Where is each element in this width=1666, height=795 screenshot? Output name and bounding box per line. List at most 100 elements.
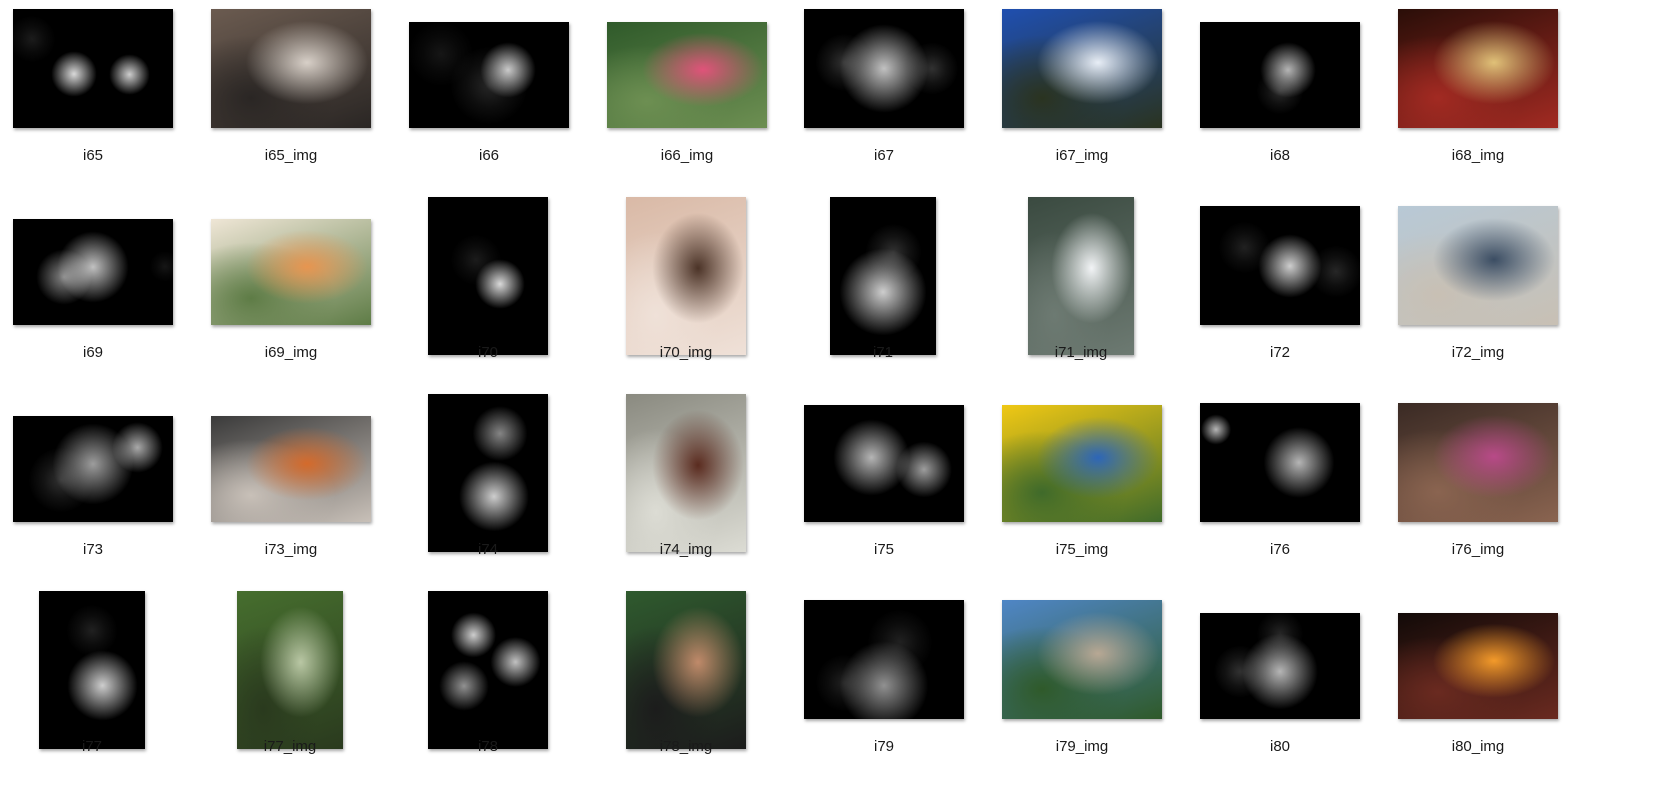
file-name-label: i71 bbox=[872, 344, 894, 361]
file-name-label: i75 bbox=[873, 541, 895, 558]
file-item[interactable]: i65_img bbox=[210, 0, 420, 197]
photo-image bbox=[626, 197, 746, 355]
photo-image bbox=[211, 219, 371, 325]
file-item[interactable]: i76 bbox=[1199, 394, 1409, 591]
file-item[interactable]: i75_img bbox=[1001, 394, 1211, 591]
heatmap-thumbnail[interactable] bbox=[39, 591, 145, 749]
saliency-blob bbox=[112, 422, 164, 474]
file-item[interactable]: i69 bbox=[12, 197, 222, 394]
heatmap-thumbnail[interactable] bbox=[804, 9, 964, 128]
file-name-label: i78_img bbox=[659, 738, 713, 755]
photo-thumbnail[interactable] bbox=[237, 591, 343, 749]
saliency-blob bbox=[67, 650, 138, 722]
photo-thumbnail[interactable] bbox=[626, 591, 746, 749]
heatmap-thumbnail[interactable] bbox=[428, 197, 548, 355]
file-item[interactable]: i74_img bbox=[606, 394, 816, 591]
file-name-label: i77_img bbox=[263, 738, 317, 755]
heatmap-thumbnail[interactable] bbox=[409, 22, 569, 128]
file-item[interactable]: i71_img bbox=[1001, 197, 1211, 394]
file-item[interactable]: i80 bbox=[1199, 591, 1409, 788]
file-name-label: i66 bbox=[478, 147, 500, 164]
file-item[interactable]: i75 bbox=[803, 394, 1013, 591]
file-item[interactable]: i72 bbox=[1199, 197, 1409, 394]
heatmap-thumbnail[interactable] bbox=[804, 600, 964, 719]
heatmap-thumbnail[interactable] bbox=[13, 219, 173, 325]
file-item[interactable]: i69_img bbox=[210, 197, 420, 394]
photo-thumbnail[interactable] bbox=[1002, 9, 1162, 128]
file-item[interactable]: i74 bbox=[408, 394, 618, 591]
photo-thumbnail[interactable] bbox=[1002, 600, 1162, 719]
saliency-blob bbox=[865, 224, 922, 281]
photo-thumbnail[interactable] bbox=[211, 219, 371, 325]
file-name-label: i74 bbox=[477, 541, 499, 558]
file-name-label: i76 bbox=[1269, 541, 1291, 558]
photo-thumbnail[interactable] bbox=[211, 416, 371, 522]
file-item[interactable]: i71 bbox=[803, 197, 1013, 394]
file-item[interactable]: i73_img bbox=[210, 394, 420, 591]
photo-thumbnail[interactable] bbox=[1398, 9, 1558, 128]
file-item[interactable]: i70 bbox=[408, 197, 618, 394]
saliency-blob bbox=[1214, 645, 1266, 697]
heatmap-thumbnail[interactable] bbox=[428, 394, 548, 552]
heatmap-thumbnail[interactable] bbox=[1200, 206, 1360, 325]
heatmap-thumbnail[interactable] bbox=[428, 591, 548, 749]
file-item[interactable]: i77_img bbox=[210, 591, 420, 788]
saliency-blob bbox=[13, 15, 56, 62]
file-item[interactable]: i70_img bbox=[606, 197, 816, 394]
file-item[interactable]: i78_img bbox=[606, 591, 816, 788]
file-name-label: i65_img bbox=[264, 147, 318, 164]
saliency-blob bbox=[480, 41, 537, 98]
saliency-blob bbox=[1259, 41, 1317, 98]
photo-thumbnail[interactable] bbox=[1028, 197, 1134, 355]
file-item[interactable]: i68_img bbox=[1397, 0, 1607, 197]
photo-thumbnail[interactable] bbox=[607, 22, 767, 128]
photo-thumbnail[interactable] bbox=[1398, 206, 1558, 325]
saliency-blob bbox=[458, 461, 530, 533]
photo-image bbox=[626, 591, 746, 749]
file-item[interactable]: i77 bbox=[12, 591, 222, 788]
heatmap-thumbnail[interactable] bbox=[1200, 613, 1360, 719]
photo-thumbnail[interactable] bbox=[1002, 405, 1162, 522]
file-name-label: i74_img bbox=[659, 541, 713, 558]
saliency-blob bbox=[1263, 426, 1336, 499]
saliency-blob bbox=[450, 612, 497, 658]
file-name-label: i69_img bbox=[264, 344, 318, 361]
file-item[interactable]: i72_img bbox=[1397, 197, 1607, 394]
file-name-label: i80 bbox=[1269, 738, 1291, 755]
saliency-blob bbox=[832, 419, 910, 497]
saliency-blob bbox=[1219, 222, 1271, 274]
file-item[interactable]: i78 bbox=[408, 591, 618, 788]
file-name-label: i76_img bbox=[1451, 541, 1505, 558]
photo-thumbnail[interactable] bbox=[211, 9, 371, 128]
file-item[interactable]: i66 bbox=[408, 0, 618, 197]
saliency-blob bbox=[472, 405, 528, 462]
file-item[interactable]: i76_img bbox=[1397, 394, 1607, 591]
heatmap-thumbnail[interactable] bbox=[830, 197, 936, 355]
photo-image bbox=[1398, 403, 1558, 522]
file-item[interactable]: i73 bbox=[12, 394, 222, 591]
file-item[interactable]: i67 bbox=[803, 0, 1013, 197]
heatmap-thumbnail[interactable] bbox=[13, 9, 173, 128]
file-item[interactable]: i80_img bbox=[1397, 591, 1607, 788]
heatmap-thumbnail[interactable] bbox=[804, 405, 964, 522]
file-name-label: i77 bbox=[81, 738, 103, 755]
file-item[interactable]: i79_img bbox=[1001, 591, 1211, 788]
file-item[interactable]: i79 bbox=[803, 591, 1013, 788]
file-item[interactable]: i67_img bbox=[1001, 0, 1211, 197]
heatmap-thumbnail[interactable] bbox=[1200, 22, 1360, 128]
heatmap-thumbnail[interactable] bbox=[13, 416, 173, 522]
photo-thumbnail[interactable] bbox=[626, 394, 746, 552]
photo-thumbnail[interactable] bbox=[1398, 403, 1558, 522]
saliency-blob bbox=[1257, 233, 1322, 298]
photo-thumbnail[interactable] bbox=[1398, 613, 1558, 719]
saliency-blob bbox=[839, 640, 929, 719]
file-item[interactable]: i68 bbox=[1199, 0, 1409, 197]
file-item[interactable]: i65 bbox=[12, 0, 222, 197]
file-name-label: i65 bbox=[82, 147, 104, 164]
heatmap-thumbnail[interactable] bbox=[1200, 403, 1360, 522]
saliency-blob bbox=[36, 249, 93, 306]
saliency-blob bbox=[450, 234, 502, 286]
file-item[interactable]: i66_img bbox=[606, 0, 816, 197]
saliency-blob bbox=[66, 605, 118, 656]
photo-thumbnail[interactable] bbox=[626, 197, 746, 355]
